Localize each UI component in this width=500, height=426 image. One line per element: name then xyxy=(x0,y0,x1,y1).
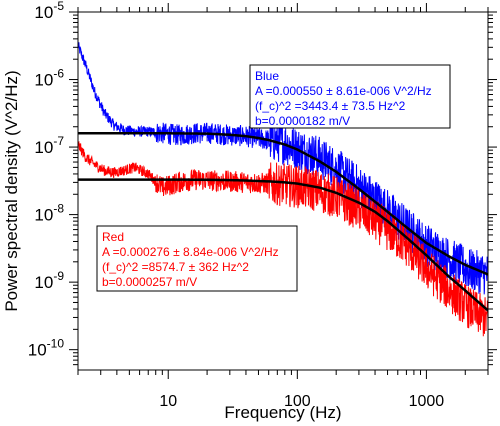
legend-blue-line: Blue xyxy=(255,69,279,83)
y-tick-label: 10-7 xyxy=(34,134,64,157)
y-tick-label: 10-6 xyxy=(34,67,64,90)
y-tick-label: 10-10 xyxy=(28,337,65,360)
series-layer xyxy=(78,42,488,337)
y-tick-label: 10-5 xyxy=(34,0,64,22)
legend-blue-line: A =0.000550 ± 8.61e-006 V^2/Hz xyxy=(255,84,432,98)
y-tick-label: 10-8 xyxy=(34,202,64,225)
legend-red-line: (f_c)^2 =8574.7 ± 362 Hz^2 xyxy=(102,260,249,274)
axis-layer: 10 100 1000 10-5 10-6 10-7 10-8 10-9 10-10 xyxy=(28,0,497,410)
x-tick-label: 10 xyxy=(159,393,177,410)
x-tick-label: 1000 xyxy=(409,393,445,410)
legend-box-red xyxy=(96,225,298,292)
series-blue-fit xyxy=(78,132,488,276)
y-tick-label: 10-9 xyxy=(34,269,64,292)
series-red xyxy=(78,140,488,337)
legend-red-line: Red xyxy=(102,230,124,244)
legend-box-blue xyxy=(249,64,451,129)
legend-red-line: A =0.000276 ± 8.84e-006 V^2/Hz xyxy=(102,245,279,259)
legend-blue-line: b=0.0000182 m/V xyxy=(255,114,350,128)
legend-red-line: b=0.0000257 m/V xyxy=(102,275,197,289)
y-axis-label: Power spectral density (V^2/Hz) xyxy=(2,70,21,311)
series-blue xyxy=(78,42,488,295)
plot-frame xyxy=(77,11,489,371)
series-red-fit xyxy=(78,178,488,312)
x-axis-label: Frequency (Hz) xyxy=(224,403,341,422)
legend-blue-line: (f_c)^2 =3443.4 ± 73.5 Hz^2 xyxy=(255,99,406,113)
x-tick-label: 100 xyxy=(284,393,311,410)
